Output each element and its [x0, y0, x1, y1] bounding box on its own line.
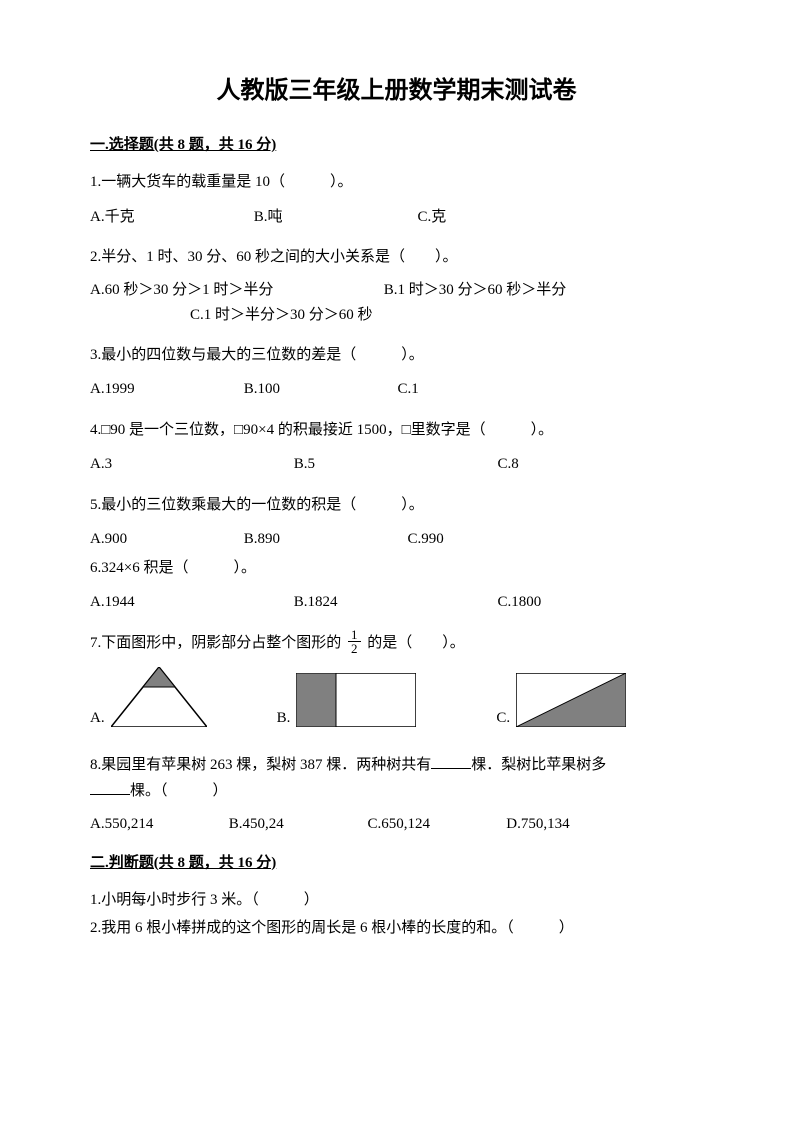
q3-opt-a: A.1999: [90, 375, 240, 404]
q1-opt-c: C.克: [418, 203, 447, 232]
q4-opt-a: A.3: [90, 450, 290, 479]
q7-post: 的是（ ）。: [367, 635, 465, 651]
page: 人教版三年级上册数学期末测试卷 一.选择题(共 8 题，共 16 分) 1.一辆…: [0, 0, 793, 999]
q7-opt-c-label: C.: [496, 710, 510, 727]
q3-text: 3.最小的四位数与最大的三位数的差是（ ）。: [90, 341, 703, 370]
triangle-shape-icon: [111, 667, 207, 727]
q7-opt-b: B.: [277, 673, 417, 727]
q7-frac-den: 2: [348, 642, 361, 655]
q5-options: A.900 B.890 C.990: [90, 525, 703, 554]
q3-options: A.1999 B.100 C.1: [90, 375, 703, 404]
q8-blank2: [90, 780, 130, 795]
q6-opt-c: C.1800: [498, 588, 542, 617]
q5-opt-c: C.990: [408, 525, 444, 554]
page-title: 人教版三年级上册数学期末测试卷: [90, 70, 703, 105]
q8-opt-a: A.550,214: [90, 810, 225, 839]
q1-opt-a: A.千克: [90, 203, 250, 232]
q8-text: 8.果园里有苹果树 263 棵，梨树 387 棵．两种树共有棵．梨树比苹果树多 …: [90, 753, 703, 804]
q8-options: A.550,214 B.450,24 C.650,124 D.750,134: [90, 810, 703, 839]
s2-q1: 1.小明每小时步行 3 米。（ ）: [90, 886, 703, 915]
q5-opt-a: A.900: [90, 525, 240, 554]
q8-blank1: [431, 754, 471, 769]
section-2-header: 二.判断题(共 8 题，共 16 分): [90, 851, 703, 872]
q3-opt-b: B.100: [244, 375, 394, 404]
q4-opt-b: B.5: [294, 450, 494, 479]
q8-line1a: 8.果园里有苹果树 263 棵，梨树 387 棵．两种树共有: [90, 757, 431, 773]
q7-shapes: A. B. C.: [90, 667, 703, 727]
q4-options: A.3 B.5 C.8: [90, 450, 703, 479]
q7-frac-num: 1: [348, 628, 361, 642]
q7-opt-c: C.: [496, 673, 626, 727]
q6-opt-b: B.1824: [294, 588, 494, 617]
q7-opt-a: A.: [90, 667, 207, 727]
q4-opt-c: C.8: [498, 450, 519, 479]
q8-opt-b: B.450,24: [229, 810, 364, 839]
q1-opt-b: B.吨: [254, 203, 414, 232]
q2-options: A.60 秒＞30 分＞1 时＞半分 B.1 时＞30 分＞60 秒＞半分 C.…: [90, 278, 703, 329]
rect-shape-icon: [296, 673, 416, 727]
q6-options: A.1944 B.1824 C.1800: [90, 588, 703, 617]
q1-options: A.千克 B.吨 C.克: [90, 203, 703, 232]
diag-shape-icon: [516, 673, 626, 727]
q1-text: 1.一辆大货车的载重量是 10（ ）。: [90, 168, 703, 197]
q8-opt-c: C.650,124: [368, 810, 503, 839]
q2-opt-b: B.1 时＞30 分＞60 秒＞半分: [384, 278, 567, 304]
q7-text: 7.下面图形中，阴影部分占整个图形的 1 2 的是（ ）。: [90, 629, 703, 658]
q8-opt-d: D.750,134: [506, 810, 569, 839]
q8-line2: 棵。（ ）: [130, 783, 228, 799]
q2-opt-c: C.1 时＞半分＞30 分＞60 秒: [190, 303, 373, 329]
q7-opt-b-label: B.: [277, 710, 291, 727]
q7-pre: 7.下面图形中，阴影部分占整个图形的: [90, 635, 341, 651]
q2-text: 2.半分、1 时、30 分、60 秒之间的大小关系是（ ）。: [90, 243, 703, 272]
q5-text: 5.最小的三位数乘最大的一位数的积是（ ）。: [90, 491, 703, 520]
q6-opt-a: A.1944: [90, 588, 290, 617]
section-1-header: 一.选择题(共 8 题，共 16 分): [90, 133, 703, 154]
q8-line1b: 棵．梨树比苹果树多: [471, 757, 606, 773]
q2-opt-a: A.60 秒＞30 分＞1 时＞半分: [90, 278, 380, 304]
q7-opt-a-label: A.: [90, 710, 105, 727]
q3-opt-c: C.1: [398, 375, 419, 404]
q5-opt-b: B.890: [244, 525, 404, 554]
q7-fraction: 1 2: [348, 628, 361, 655]
s2-q2: 2.我用 6 根小棒拼成的这个图形的周长是 6 根小棒的长度的和。（ ）: [90, 914, 703, 943]
q4-text: 4.□90 是一个三位数，□90×4 的积最接近 1500，□里数字是（ ）。: [90, 416, 703, 445]
q6-text: 6.324×6 积是（ ）。: [90, 554, 703, 583]
